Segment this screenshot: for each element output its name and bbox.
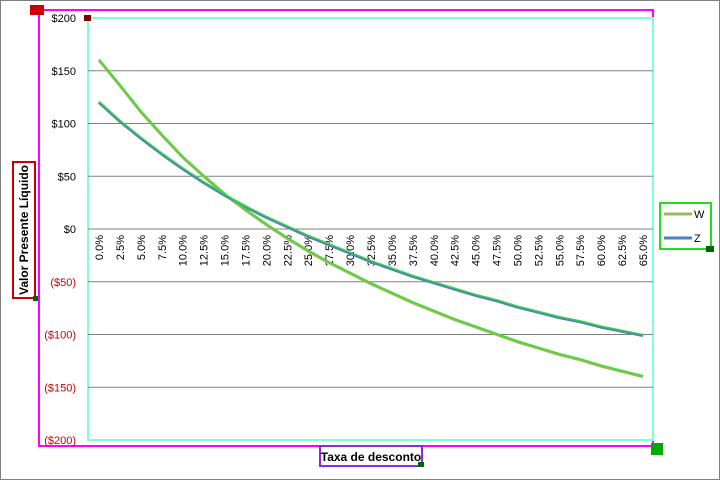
y-axis-title: Valor Presente Líquido: [17, 165, 31, 295]
x-tick-label: 30.0%: [345, 235, 357, 266]
x-tick-label: 0.0%: [94, 235, 106, 260]
series-layer: [97, 58, 644, 379]
selection-handle[interactable]: [30, 5, 44, 15]
x-tick-label: 5.0%: [136, 235, 148, 260]
x-tick-label: 47.5%: [492, 235, 504, 266]
series-selection-overlay: [98, 100, 644, 336]
x-tick-label: 15.0%: [220, 235, 232, 266]
series-line-Z[interactable]: [97, 101, 644, 338]
x-tick-label: 10.0%: [178, 235, 190, 266]
selection-handle[interactable]: [33, 296, 38, 301]
x-tick-label: 2.5%: [115, 235, 127, 260]
gridlines: [88, 70, 653, 388]
x-tick-label: 45.0%: [471, 235, 483, 266]
x-tick-label: 57.5%: [575, 235, 587, 266]
y-tick-label: ($100): [44, 330, 76, 342]
x-axis: 0.0% 2.5% 5.0% 7.5% 10.0% 12.5% 15.0% 17.5% 20.0…: [94, 235, 650, 266]
x-tick-label: 60.0%: [596, 235, 608, 266]
legend[interactable]: [659, 202, 712, 250]
y-tick-label: ($150): [44, 382, 76, 394]
x-tick-label: 35.0%: [387, 235, 399, 266]
x-tick-label: 32.5%: [366, 235, 378, 266]
y-tick-label: $150: [52, 66, 76, 78]
x-tick-label: 37.5%: [408, 235, 420, 266]
legend-label-W: W: [694, 209, 705, 221]
y-axis: $200 $150 $100 $50 $0 ($50) ($100) ($150) ($200): [44, 13, 76, 447]
y-tick-label: ($200): [44, 435, 76, 447]
selection-handle[interactable]: [651, 443, 663, 455]
selection-handle[interactable]: [418, 462, 424, 467]
x-tick-label: 52.5%: [533, 235, 545, 266]
y-tick-label: $0: [64, 224, 76, 236]
selection-handle[interactable]: [706, 246, 714, 252]
series-selection-overlay: [98, 58, 644, 377]
x-tick-label: 20.0%: [261, 235, 273, 266]
x-tick-label: 50.0%: [512, 235, 524, 266]
x-tick-label: 12.5%: [199, 235, 211, 266]
x-tick-label: 42.5%: [450, 235, 462, 266]
x-tick-label: 7.5%: [157, 235, 169, 260]
x-tick-label: 55.0%: [554, 235, 566, 266]
x-tick-label: 40.0%: [429, 235, 441, 266]
x-tick-label: 65.0%: [638, 235, 650, 266]
legend-items: WZ: [664, 209, 705, 245]
y-tick-label: $200: [52, 13, 76, 25]
x-axis-title-box[interactable]: [319, 445, 423, 467]
x-tick-label: 17.5%: [240, 235, 252, 266]
y-tick-label: $100: [52, 119, 76, 131]
x-axis-title: Taxa de desconto: [321, 450, 421, 464]
y-tick-label: ($50): [50, 277, 76, 289]
y-axis-title-box[interactable]: [12, 161, 36, 299]
selection-handle[interactable]: [84, 15, 91, 21]
x-tick-label: 62.5%: [617, 235, 629, 266]
legend-label-Z: Z: [694, 233, 701, 245]
y-tick-label: $50: [58, 171, 76, 183]
